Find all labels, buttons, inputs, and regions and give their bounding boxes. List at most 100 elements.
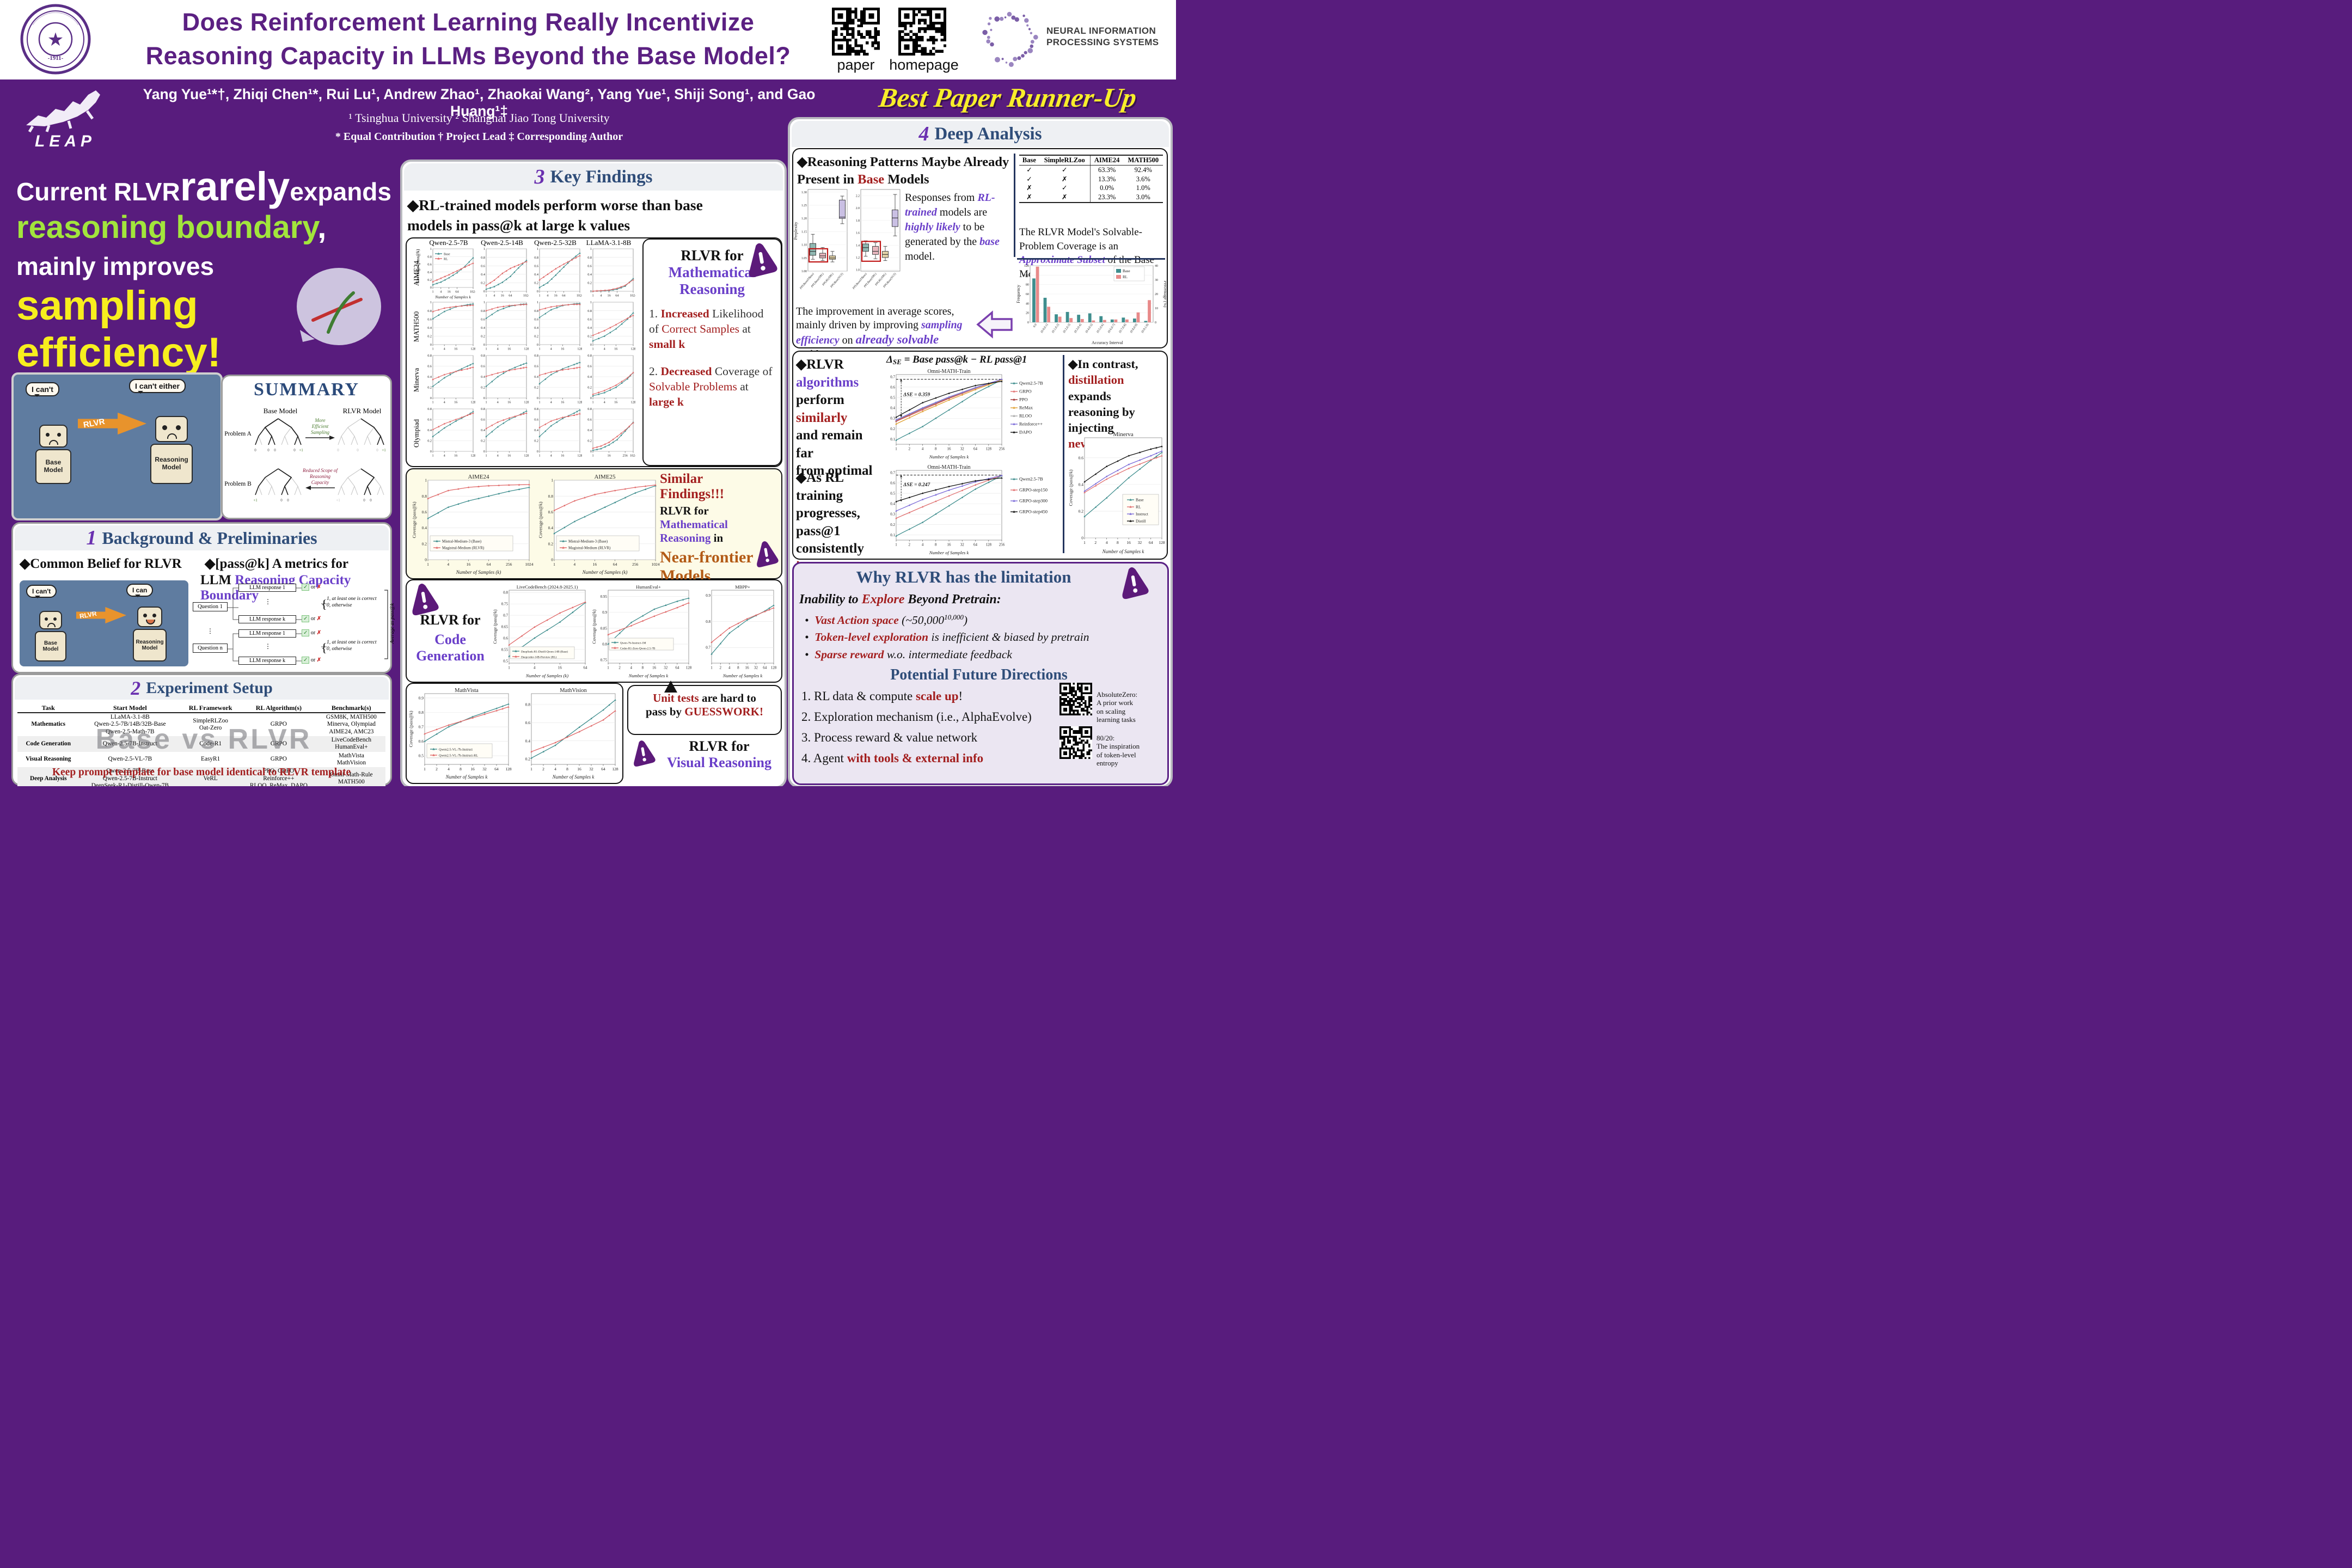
- questionn-box: Question n: [193, 644, 228, 653]
- math-reasoning-h3: Reasoning: [679, 281, 745, 297]
- background-box: 1 Background & Preliminaries ◆Common Bel…: [11, 522, 395, 673]
- left-arrow-icon: [976, 310, 1013, 339]
- svg-text:0.2: 0.2: [587, 335, 592, 339]
- svg-text:0.55: 0.55: [501, 647, 509, 652]
- svg-text:8: 8: [1117, 540, 1119, 545]
- svg-text:0.5: 0.5: [890, 491, 895, 495]
- svg-text:0.2: 0.2: [481, 281, 485, 285]
- leap-logo: LEAP: [16, 83, 114, 151]
- rlvr-cartoon: I can't I can't either RLVR Base Model R…: [11, 372, 223, 520]
- svg-text:Qwen2.5-VL-7b-Instruct: Qwen2.5-VL-7b-Instruct: [439, 748, 473, 752]
- svg-text:0.4: 0.4: [534, 326, 538, 330]
- headline-line5: efficiency!: [16, 329, 221, 376]
- svg-text:0.8: 0.8: [481, 309, 485, 313]
- svg-text:0: 0: [483, 396, 485, 400]
- svg-text:0.4: 0.4: [481, 326, 485, 330]
- svg-text:1.0: 1.0: [856, 269, 860, 272]
- svg-text:4: 4: [573, 562, 575, 567]
- svg-text:GRPO-step150: GRPO-step150: [1019, 487, 1048, 493]
- svg-text:1.6: 1.6: [856, 232, 860, 235]
- svg-text:0.7: 0.7: [890, 375, 895, 379]
- svg-text:0.4: 0.4: [587, 326, 592, 330]
- passk-diagram: Question 1 Question n ⋮ LLM response 1 ⋮…: [193, 579, 397, 667]
- svg-text:32: 32: [482, 767, 487, 771]
- qr-code-8020: [1059, 726, 1092, 759]
- svg-text:0.6: 0.6: [587, 418, 592, 422]
- svg-text:0.8: 0.8: [481, 407, 485, 411]
- svg-text:64: 64: [675, 666, 679, 670]
- svg-text:60: 60: [1026, 293, 1029, 296]
- svg-text:1: 1: [592, 347, 593, 351]
- svg-text:0.8: 0.8: [481, 354, 485, 358]
- svg-text:0: 0: [590, 343, 592, 347]
- svg-text:128: 128: [470, 401, 475, 405]
- svg-text:120: 120: [1024, 265, 1029, 268]
- svg-text:1: 1: [607, 666, 609, 670]
- svg-text:4: 4: [444, 454, 445, 458]
- svg-text:Qwen2.5-7B: Qwen2.5-7B: [1019, 476, 1043, 482]
- svg-text:1.05: 1.05: [801, 257, 807, 260]
- svg-text:0.8: 0.8: [427, 255, 432, 259]
- svg-text:(0.7,0.8]: (0.7,0.8]: [1118, 323, 1128, 334]
- svg-text:0.8: 0.8: [548, 494, 554, 499]
- svg-text:0.8: 0.8: [534, 407, 538, 411]
- svg-text:0.8: 0.8: [427, 309, 432, 313]
- base-model-robot: Base Model: [29, 425, 78, 484]
- svg-text:0.4: 0.4: [587, 375, 592, 379]
- svg-text:1: 1: [538, 401, 540, 405]
- svg-text:0.2: 0.2: [427, 386, 432, 390]
- svg-text:256: 256: [623, 454, 628, 458]
- svg-text:Number of Samples k: Number of Samples k: [628, 673, 669, 678]
- svg-text:16: 16: [501, 294, 504, 298]
- svg-text:0.7: 0.7: [706, 646, 710, 650]
- svg-text:0: 0: [293, 448, 296, 452]
- svg-text:+1: +1: [382, 448, 386, 452]
- svg-text:+1: +1: [336, 498, 340, 503]
- svg-text:0: 0: [537, 396, 538, 400]
- svg-text:8: 8: [642, 666, 644, 670]
- qr-code-paper: [832, 8, 880, 56]
- pass-at-k-grid-chart: AIME24 MATH500 Minerva Olympiad Qwen-2.5-7B Q…: [408, 238, 778, 464]
- svg-text:128: 128: [470, 347, 475, 351]
- svg-text:0.7: 0.7: [503, 614, 508, 618]
- svg-text:MathVision: MathVision: [560, 688, 587, 694]
- key-findings-header: 3 Key Findings: [404, 163, 783, 191]
- svg-text:0.4: 0.4: [548, 525, 554, 530]
- svg-text:Magistral-Medium (RLVR): Magistral-Medium (RLVR): [568, 546, 611, 550]
- svg-text:0.6: 0.6: [890, 385, 895, 389]
- svg-text:2: 2: [909, 447, 911, 451]
- dse-formula: ΔSE = Base pass@k − RL pass@1: [886, 354, 1027, 366]
- svg-text:128: 128: [505, 767, 512, 771]
- svg-text:128: 128: [577, 401, 582, 405]
- svg-text:0: 0: [590, 450, 592, 454]
- svg-text:0.6: 0.6: [548, 510, 554, 514]
- svg-text:★: ★: [47, 30, 64, 50]
- summary-note-reduced: Reduced Scope of Reasoning Capacity: [303, 468, 338, 485]
- llm-response-1b: LLM response 1: [238, 629, 296, 638]
- svg-text:Base: Base: [1136, 498, 1144, 503]
- svg-text:4: 4: [550, 347, 552, 351]
- leap-horse-icon: [26, 90, 100, 133]
- svg-text:0.2: 0.2: [587, 386, 592, 390]
- neurips-logo-icon: [975, 3, 1048, 76]
- qr-absolutezero-caption: AbsoluteZero: A prior work on scaling lea…: [1097, 690, 1138, 724]
- svg-text:128: 128: [577, 454, 582, 458]
- svg-text:0.5: 0.5: [419, 754, 424, 758]
- svg-text:4: 4: [728, 666, 731, 670]
- svg-text:16: 16: [454, 401, 457, 405]
- svg-text:Coverage (pass@k): Coverage (pass@k): [592, 609, 597, 644]
- svg-text:1: 1: [592, 294, 593, 298]
- svg-text:0.4: 0.4: [427, 271, 432, 274]
- svg-text:2: 2: [618, 666, 621, 670]
- code-gen-charts: 0.5 0.55 0.6 0.65 0.7 0.75 0.8 1 4 16 64 LiveCodeBe…: [493, 581, 779, 678]
- svg-text:DeepSeek-R1-Distill-Qwen-14B (: DeepSeek-R1-Distill-Qwen-14B (Base): [521, 650, 568, 654]
- svg-text:1: 1: [483, 247, 485, 251]
- svg-text:4: 4: [604, 401, 605, 405]
- svg-text:LiveCodeBench (2024.8-2025.1): LiveCodeBench (2024.8-2025.1): [517, 584, 578, 590]
- svg-text:128: 128: [470, 454, 475, 458]
- svg-text:128: 128: [612, 767, 618, 771]
- svg-text:0.2: 0.2: [525, 757, 531, 762]
- svg-text:0.3: 0.3: [890, 416, 895, 421]
- svg-text:0.6: 0.6: [534, 317, 538, 321]
- svg-text:RL: RL: [444, 258, 448, 261]
